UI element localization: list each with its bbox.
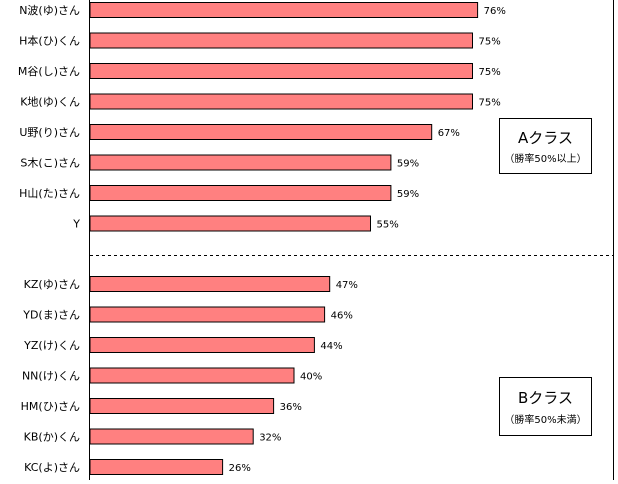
value-label: 36% — [280, 402, 302, 413]
bar — [89, 367, 295, 384]
class-a-title: Aクラス — [518, 129, 573, 147]
value-label: 55% — [377, 220, 399, 231]
bar — [89, 154, 392, 171]
category-label: N波(ゆ)さん — [19, 4, 80, 17]
bar — [89, 93, 473, 110]
class-b-title: Bクラス — [518, 389, 573, 407]
category-label: YZ(け)くん — [23, 339, 80, 352]
bar — [89, 185, 392, 201]
category-label: H山(た)さん — [19, 187, 80, 200]
value-label: 75% — [479, 37, 501, 48]
category-label: M谷(し)さん — [18, 65, 80, 78]
category-label: HM(ひ)さん — [21, 400, 80, 413]
bar — [89, 428, 254, 445]
category-label: KZ(ゆ)さん — [24, 278, 80, 291]
category-label: H本(ひ)くん — [19, 34, 80, 48]
value-label: 75% — [479, 98, 501, 109]
value-label: 59% — [397, 189, 419, 200]
class-a-subtitle: （勝率50%以上） — [504, 152, 586, 165]
value-label: 67% — [438, 128, 460, 139]
category-label: NN(け)くん — [22, 370, 80, 383]
class-b-subtitle: （勝率50%未満） — [504, 413, 586, 426]
bar — [89, 306, 326, 323]
class-a-box: Aクラス （勝率50%以上） — [499, 118, 592, 174]
value-label: 46% — [331, 311, 353, 322]
bar — [89, 215, 371, 232]
bar — [89, 276, 331, 292]
bar — [89, 63, 473, 79]
category-label: U野(り)さん — [19, 126, 80, 139]
bar — [89, 124, 433, 140]
value-label: 40% — [300, 372, 322, 383]
value-label: 76% — [484, 6, 506, 17]
category-label: KC(よ)さん — [24, 461, 80, 474]
value-label: 47% — [336, 280, 358, 291]
bar — [89, 398, 275, 414]
category-label: Y — [72, 218, 80, 231]
bars-layer: N波(ゆ)さん 76% H本(ひ)くん 75% M谷(し)さん 75% K地(ゆ)くん 75%… — [18, 2, 506, 475]
category-label: S木(こ)さん — [20, 157, 80, 170]
bar — [89, 2, 479, 18]
class-b-box: Bクラス （勝率50%未満） — [499, 377, 592, 436]
value-label: 75% — [479, 67, 501, 78]
value-label: 59% — [397, 159, 419, 170]
category-label: KB(か)くん — [24, 431, 80, 444]
category-label: K地(ゆ)くん — [20, 96, 80, 109]
value-label: 32% — [259, 433, 281, 444]
bar — [89, 459, 224, 475]
value-label: 26% — [229, 463, 251, 474]
value-label: 44% — [320, 341, 342, 352]
bar — [89, 32, 473, 49]
category-label: YD(ま)さん — [22, 309, 80, 322]
bar — [89, 337, 315, 353]
